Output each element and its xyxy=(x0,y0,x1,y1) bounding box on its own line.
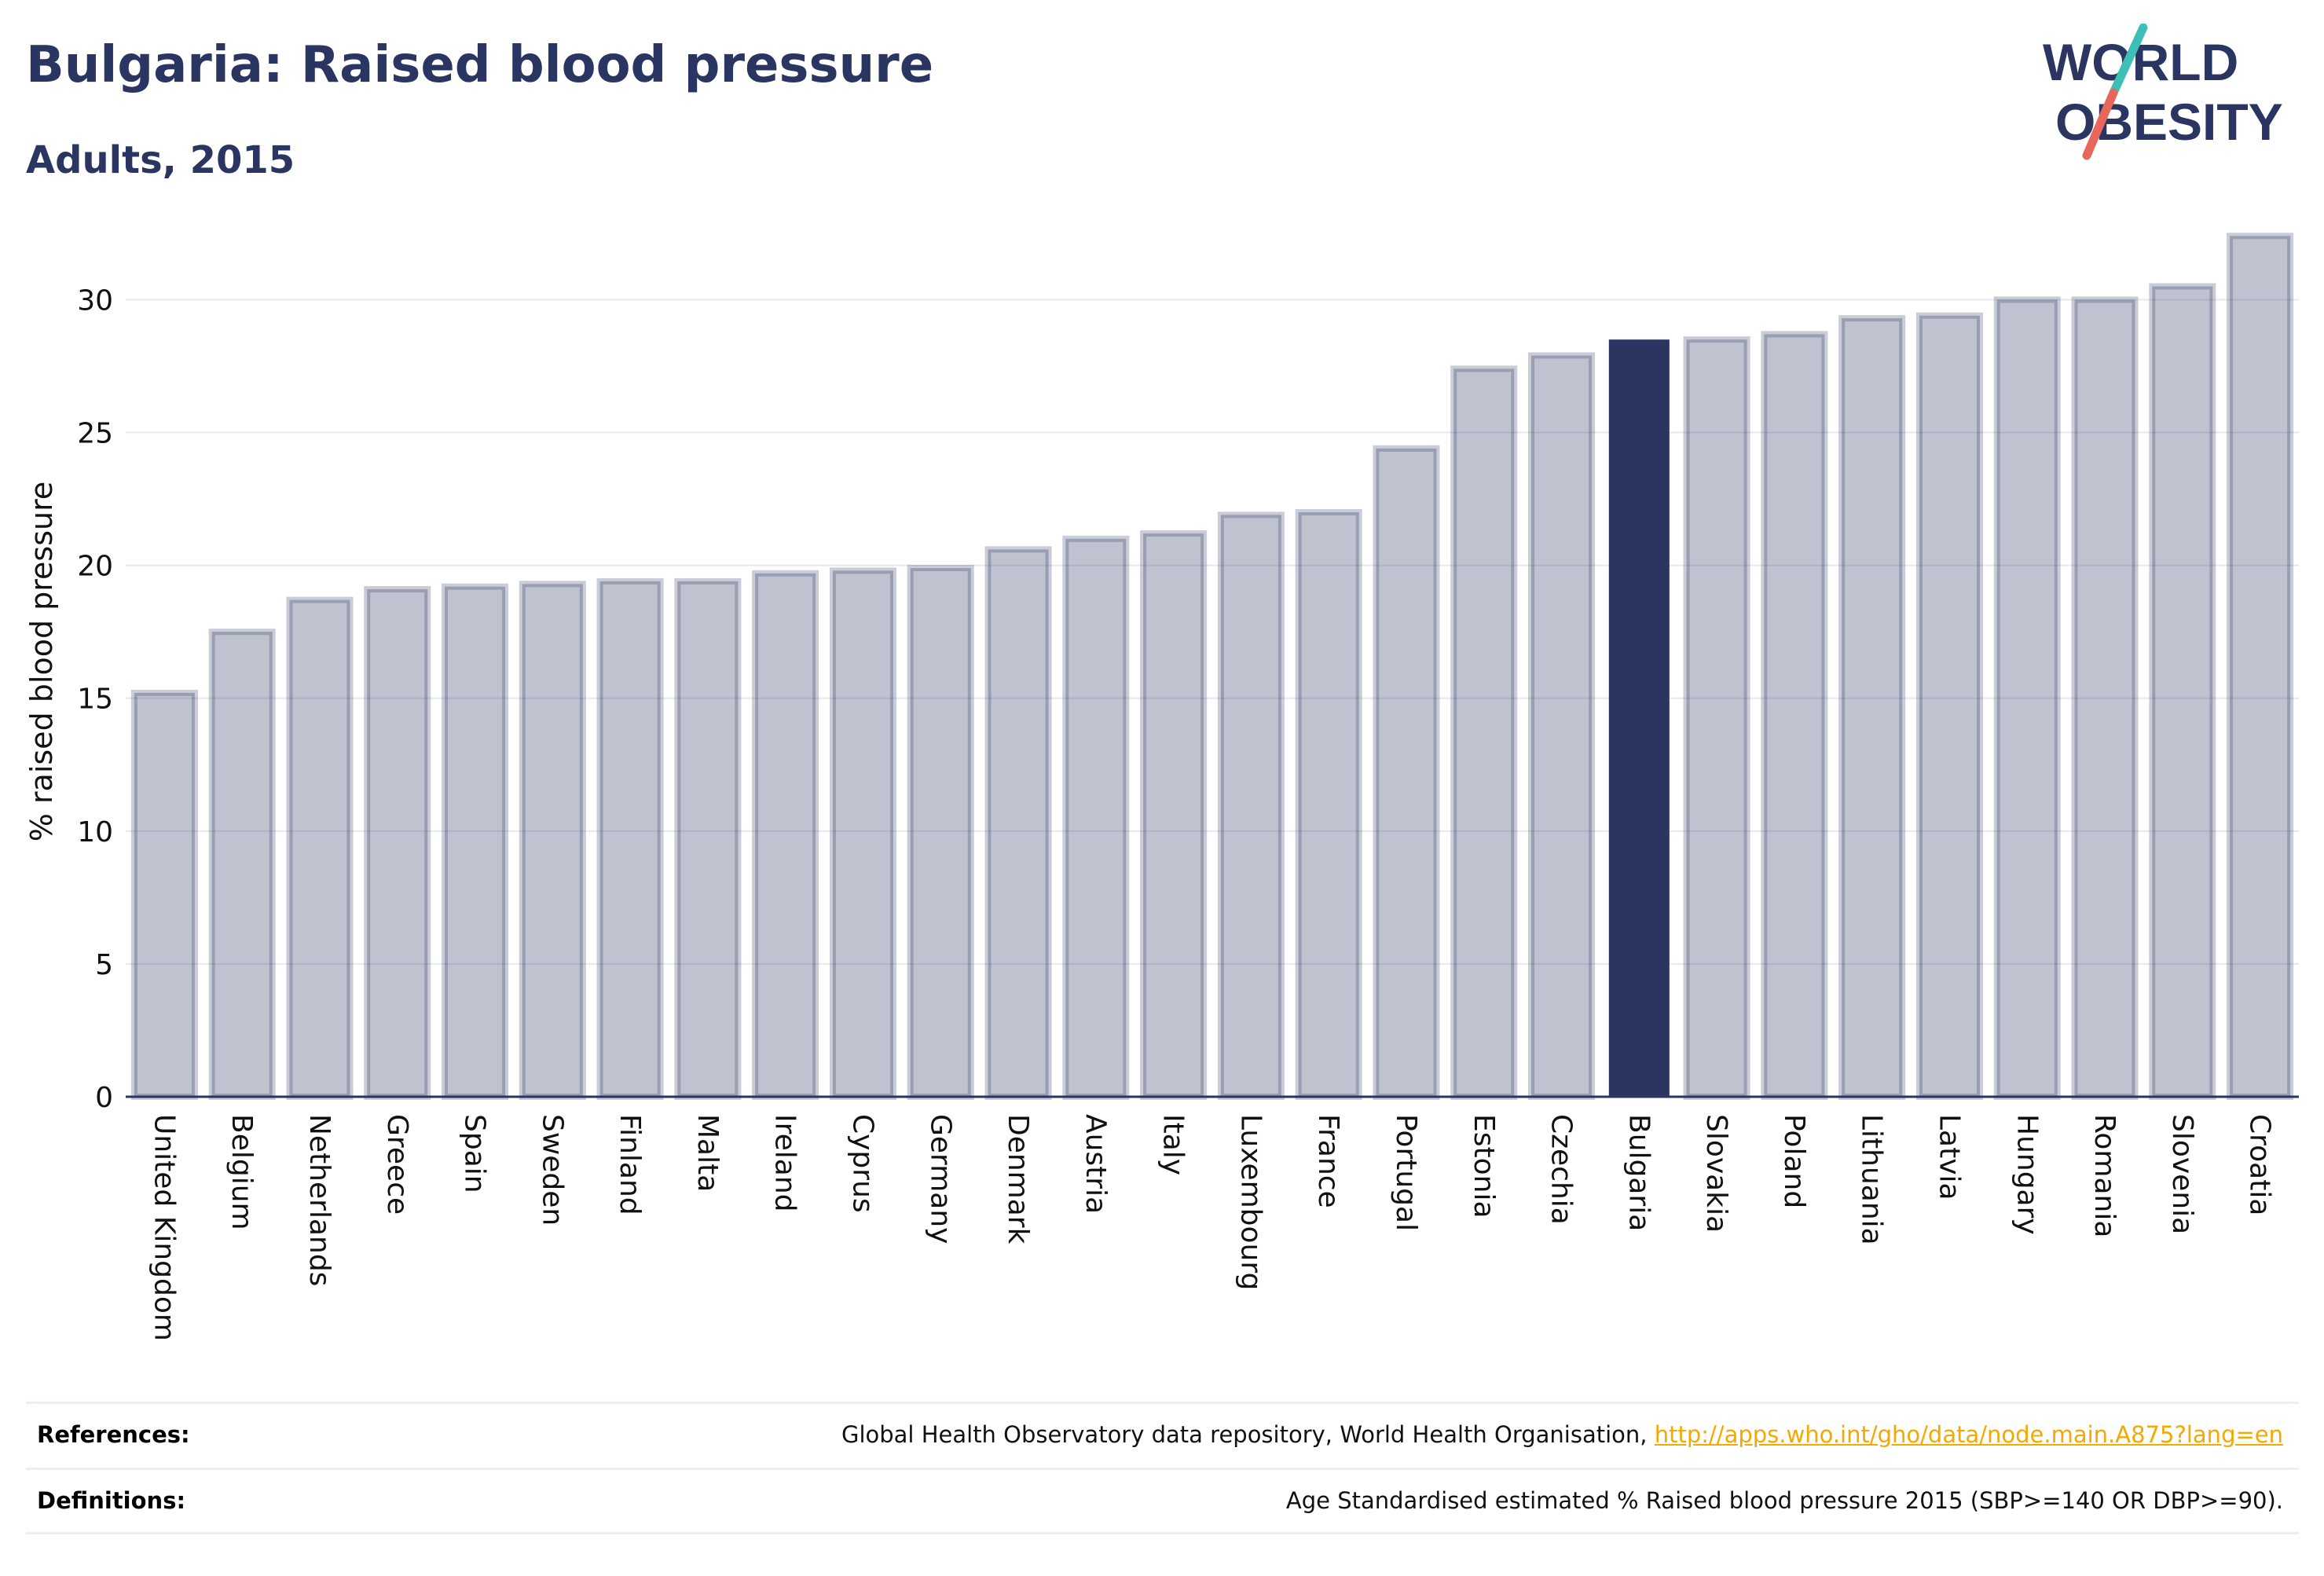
bar-belgium xyxy=(208,629,276,1100)
grid-lines xyxy=(126,299,2299,965)
bar-denmark xyxy=(984,546,1052,1100)
bar-spain xyxy=(442,583,509,1100)
x-tick-label: France xyxy=(1312,1114,1344,1208)
y-tick-label: 10 xyxy=(77,816,113,848)
bar-netherlands xyxy=(286,596,354,1100)
bar-chart: 0 5 10 15 20 25 30 United Kingdom Belgium Nether… xyxy=(24,233,2299,1341)
bar-united-kingdom xyxy=(130,689,198,1100)
bar-hungary xyxy=(1993,296,2061,1101)
x-tick-label: Hungary xyxy=(2011,1114,2043,1235)
bar-bulgaria xyxy=(1608,339,1670,1097)
x-tick-label: Estonia xyxy=(1468,1114,1500,1219)
references-label: References: xyxy=(37,1421,190,1448)
y-tick-labels: 0 5 10 15 20 25 30 xyxy=(77,284,113,1114)
bar-portugal xyxy=(1373,445,1440,1100)
x-tick-label: Portugal xyxy=(1390,1114,1422,1231)
definitions-text: Age Standardised estimated % Raised bloo… xyxy=(1285,1487,2283,1514)
y-tick-label: 20 xyxy=(77,551,113,583)
references-link[interactable]: http://apps.who.int/gho/data/node.main.A… xyxy=(1654,1421,2283,1448)
bar-estonia xyxy=(1450,365,1518,1100)
x-tick-label: Belgium xyxy=(225,1114,258,1230)
bar-austria xyxy=(1062,535,1130,1100)
bar-lithuania xyxy=(1838,315,1906,1100)
definitions-label: Definitions: xyxy=(37,1487,186,1514)
y-tick-label: 15 xyxy=(77,684,113,716)
references-source: Global Health Observatory data repositor… xyxy=(841,1421,1655,1448)
logo-slash-top xyxy=(2109,24,2148,97)
definitions-row: Definitions: Age Standardised estimated … xyxy=(26,1468,2299,1533)
x-tick-label: Austria xyxy=(1080,1114,1112,1214)
bars xyxy=(130,233,2294,1101)
bar-latvia xyxy=(1915,312,1983,1100)
bar-romania xyxy=(2071,296,2139,1101)
logo-slash-bottom xyxy=(2082,88,2118,160)
x-tick-label: United Kingdom xyxy=(148,1114,180,1341)
x-tick-label: Bulgaria xyxy=(1622,1114,1655,1231)
y-tick-label: 0 xyxy=(95,1082,113,1114)
x-tick-label: Slovenia xyxy=(2166,1114,2198,1234)
x-tick-label: Denmark xyxy=(1002,1114,1034,1244)
x-tick-label: Finland xyxy=(614,1114,646,1215)
y-tick-label: 5 xyxy=(95,949,113,981)
footer-divider xyxy=(26,1532,2299,1534)
bar-sweden xyxy=(519,581,586,1100)
bar-ireland xyxy=(752,570,819,1100)
x-tick-label: Greece xyxy=(381,1114,413,1215)
world-obesity-logo: WORLD OBESITY xyxy=(2043,24,2283,160)
bar-slovenia xyxy=(2149,283,2216,1101)
chart-title: Bulgaria: Raised blood pressure xyxy=(26,36,934,94)
x-tick-label: Latvia xyxy=(1933,1114,1965,1200)
bar-greece xyxy=(364,586,431,1100)
bar-croatia xyxy=(2227,233,2294,1101)
references-row: References: Global Health Observatory da… xyxy=(26,1402,2299,1467)
x-tick-label: Cyprus xyxy=(846,1114,878,1213)
bar-finland xyxy=(596,577,664,1100)
bar-slovakia xyxy=(1683,336,1750,1100)
x-tick-label: Lithuania xyxy=(1856,1114,1888,1245)
x-tick-label: Luxembourg xyxy=(1234,1114,1266,1290)
y-tick-label: 30 xyxy=(77,284,113,317)
y-tick-label: 25 xyxy=(77,418,113,450)
bar-czechia xyxy=(1528,352,1596,1100)
bar-germany xyxy=(907,565,974,1100)
bar-malta xyxy=(674,577,742,1100)
x-tick-labels: United Kingdom Belgium Netherlands Greece Sp… xyxy=(148,1114,2275,1341)
references-text: Global Health Observatory data repositor… xyxy=(841,1421,2283,1448)
x-tick-label: Malta xyxy=(691,1114,724,1192)
x-tick-label: Germany xyxy=(924,1114,956,1244)
x-tick-label: Ireland xyxy=(769,1114,801,1212)
bar-luxembourg xyxy=(1217,511,1285,1100)
y-axis-label: % raised blood pressure xyxy=(24,482,59,842)
x-tick-label: Italy xyxy=(1157,1114,1189,1175)
bar-france xyxy=(1295,509,1362,1100)
x-tick-label: Croatia xyxy=(2244,1114,2276,1215)
bar-italy xyxy=(1140,530,1208,1100)
x-tick-label: Czechia xyxy=(1545,1114,1578,1225)
chart-subtitle: Adults, 2015 xyxy=(26,138,295,182)
x-tick-label: Romania xyxy=(2088,1114,2121,1237)
x-tick-label: Sweden xyxy=(536,1114,568,1226)
x-tick-label: Spain xyxy=(459,1114,491,1193)
x-tick-label: Netherlands xyxy=(303,1114,335,1286)
bar-cyprus xyxy=(829,567,896,1100)
bar-poland xyxy=(1761,331,1828,1101)
x-tick-label: Poland xyxy=(1778,1114,1810,1208)
x-tick-label: Slovakia xyxy=(1700,1114,1732,1233)
